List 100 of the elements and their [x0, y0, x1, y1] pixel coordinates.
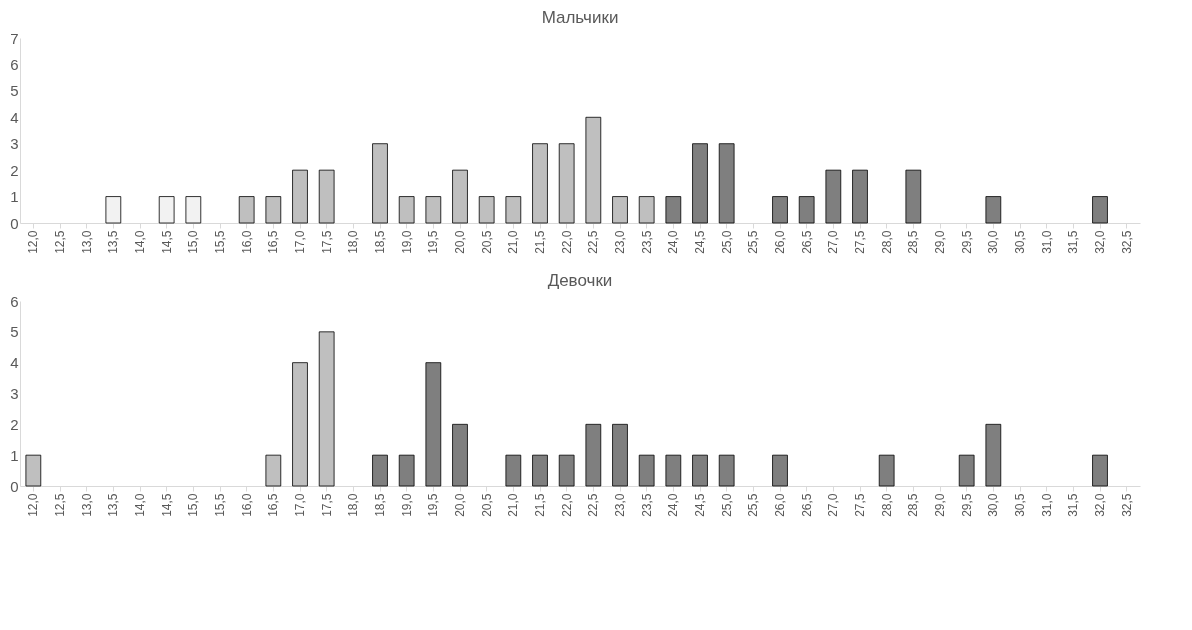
x-tick-label: 32,0	[1093, 493, 1107, 517]
bar	[852, 169, 868, 224]
x-tick-label: 17,0	[293, 493, 307, 517]
x-tick-label: 32,5	[1119, 493, 1134, 517]
x-tick-label: 28,0	[879, 230, 894, 254]
x-tick-label: 31,0	[1039, 493, 1054, 517]
x-tick-label: 18,0	[346, 230, 361, 254]
y-tick-label: 6	[10, 292, 19, 310]
x-tick-label: 27,5	[853, 230, 867, 254]
bar	[25, 454, 42, 487]
x-tick-label: 13,0	[79, 230, 94, 254]
x-tick-label: 22,0	[559, 230, 574, 254]
x-tick-label: 12,0	[26, 230, 41, 254]
y-tick-label: 0	[10, 477, 19, 495]
x-tick-label: 26,5	[799, 230, 814, 254]
x-tick-label: 19,5	[426, 493, 441, 517]
bar	[318, 331, 335, 487]
bar	[532, 143, 548, 224]
x-tick-label: 29,5	[959, 493, 974, 517]
y-tick-label: 5	[10, 82, 19, 100]
x-tick-label: 21,0	[506, 230, 521, 254]
chart-title: Девочки	[547, 271, 613, 290]
x-tick-label: 15,0	[186, 230, 201, 254]
x-tick-label: 25,0	[719, 493, 734, 517]
x-tick-label: 12,5	[53, 493, 67, 517]
x-tick-label: 12,0	[26, 493, 41, 517]
bar	[398, 454, 415, 487]
x-tick-label: 16,5	[266, 493, 281, 517]
bar	[612, 196, 628, 224]
x-tick-label: 12,5	[53, 230, 67, 254]
y-tick-label: 7	[10, 29, 19, 47]
x-tick-label: 14,5	[159, 493, 174, 517]
x-tick-label: 15,5	[213, 230, 227, 254]
x-tick-label: 15,5	[213, 493, 227, 517]
chart-title: Мальчики	[541, 8, 619, 27]
x-tick-label: 32,5	[1119, 230, 1134, 254]
x-tick-label: 31,5	[1066, 230, 1081, 254]
x-tick-label: 24,0	[666, 493, 681, 517]
bar	[585, 423, 602, 487]
bar	[692, 454, 708, 487]
bar	[318, 169, 335, 224]
x-tick-label: 22,0	[559, 493, 574, 517]
bar	[718, 454, 735, 487]
x-tick-label: 17,5	[319, 493, 334, 517]
bar	[825, 169, 842, 224]
x-tick-label: 20,0	[453, 230, 467, 254]
bar	[425, 362, 442, 487]
x-tick-label: 25,0	[719, 230, 734, 254]
bar	[265, 454, 282, 487]
bar	[558, 454, 575, 487]
y-tick-label: 2	[10, 415, 19, 433]
bar	[878, 454, 895, 487]
x-tick-label: 17,5	[319, 230, 334, 254]
x-tick-label: 15,0	[186, 493, 201, 517]
x-tick-label: 21,5	[533, 230, 547, 254]
y-tick-label: 0	[10, 214, 19, 232]
x-tick-label: 20,5	[479, 493, 494, 517]
x-tick-label: 31,0	[1039, 230, 1054, 254]
bar	[985, 423, 1002, 487]
y-tick-label: 3	[10, 135, 19, 153]
bar	[1092, 196, 1108, 224]
y-tick-label: 4	[10, 108, 19, 126]
bar	[505, 454, 522, 487]
bar	[718, 143, 735, 224]
bar	[798, 196, 815, 224]
bar	[638, 196, 655, 224]
x-tick-label: 14,0	[133, 230, 147, 254]
bar	[372, 143, 388, 224]
x-tick-label: 29,5	[959, 230, 974, 254]
x-tick-label: 18,5	[373, 493, 387, 517]
bar	[158, 196, 175, 224]
x-tick-label: 22,5	[586, 230, 601, 254]
x-tick-label: 20,5	[479, 230, 494, 254]
bar	[425, 196, 442, 224]
x-tick-label: 13,5	[106, 493, 121, 517]
y-tick-label: 6	[10, 55, 19, 73]
x-tick-label: 21,0	[506, 493, 521, 517]
x-tick-label: 30,0	[986, 493, 1001, 517]
x-tick-label: 23,0	[613, 230, 627, 254]
x-tick-label: 26,0	[773, 493, 787, 517]
bar	[692, 143, 708, 224]
x-tick-label: 21,5	[533, 493, 547, 517]
x-tick-label: 28,5	[906, 493, 921, 517]
bar	[612, 423, 628, 487]
bar	[292, 169, 308, 224]
x-tick-label: 24,5	[693, 493, 707, 517]
bar	[452, 169, 468, 224]
x-tick-label: 27,5	[853, 493, 867, 517]
y-tick-label: 1	[10, 188, 19, 206]
y-tick-label: 3	[10, 385, 19, 402]
x-tick-label: 19,0	[399, 230, 414, 254]
x-tick-label: 26,0	[773, 230, 787, 254]
bar	[452, 423, 468, 487]
bar	[478, 196, 495, 224]
x-tick-label: 14,0	[133, 493, 147, 517]
x-tick-label: 30,5	[1013, 493, 1027, 517]
bar	[958, 454, 975, 487]
x-tick-label: 31,5	[1066, 493, 1081, 517]
bar	[292, 362, 308, 487]
bar	[905, 169, 922, 224]
